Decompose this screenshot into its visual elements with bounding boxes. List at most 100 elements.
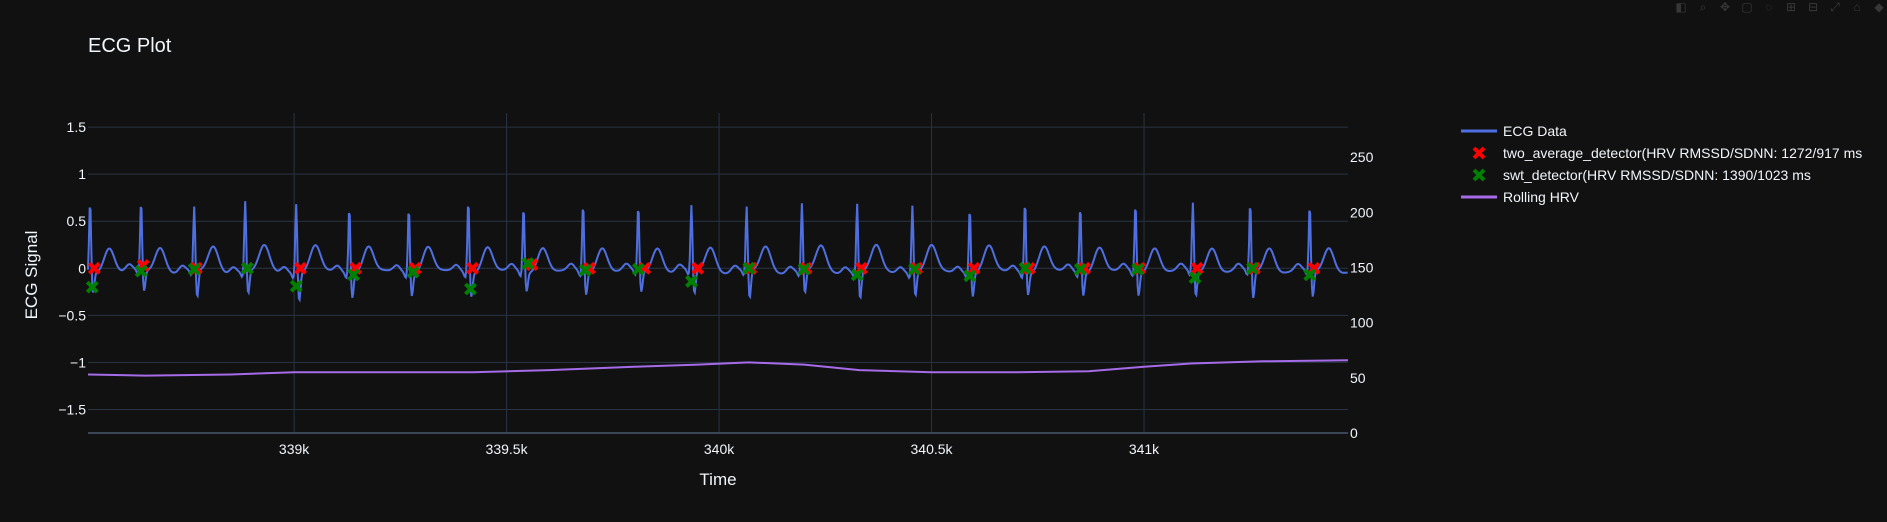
swt-marker	[685, 275, 698, 288]
legend-label: swt_detector(HRV RMSSD/SDNN: 1390/1023 m…	[1503, 167, 1811, 183]
y2-tick-label: 0	[1350, 425, 1358, 441]
legend-label: two_average_detector(HRV RMSSD/SDNN: 127…	[1503, 145, 1862, 161]
marker-cross-shape	[967, 261, 981, 275]
rolling-hrv-line	[87, 359, 1349, 377]
two-average-marker	[294, 261, 307, 275]
y-tick-label: −1.5	[58, 401, 86, 417]
marker-cross-shape	[464, 282, 477, 296]
swt-marker	[1303, 268, 1317, 282]
marker-cross-shape	[691, 261, 705, 275]
marker-cross-shape	[685, 275, 698, 288]
marker-cross-shape	[1188, 271, 1202, 285]
swt-marker	[1131, 262, 1145, 276]
marker-cross-shape	[134, 264, 148, 278]
marker-cross-shape	[1073, 262, 1087, 276]
y2-tick-label: 50	[1350, 370, 1366, 386]
grid	[88, 113, 1348, 434]
swt-marker	[908, 262, 921, 276]
x-tick-label: 340.5k	[911, 441, 954, 457]
y-tick-label: 1	[78, 166, 86, 182]
x-tick-label: 341k	[1129, 441, 1160, 457]
swt-marker	[464, 282, 477, 296]
x-tick-label: 339.5k	[486, 441, 529, 457]
swt-marker	[1018, 261, 1032, 275]
two-average-marker	[87, 261, 101, 275]
swt-marker	[963, 269, 977, 283]
marker-cross-shape	[1245, 261, 1259, 275]
y-axis-title: ECG Signal	[22, 231, 41, 320]
marker-cross-shape	[742, 261, 756, 275]
marker-cross-shape	[289, 279, 303, 293]
legend-marker-swatch	[1472, 168, 1486, 182]
legend-item: ECG Data	[1461, 123, 1567, 139]
marker-cross-shape	[87, 261, 101, 275]
swt-marker	[289, 279, 303, 293]
swt-marker	[240, 261, 254, 275]
y-axis-ticks: 1.5 1 0.5 0 −0.5 −1 −1.5	[58, 119, 86, 417]
two-average-marker	[691, 261, 705, 275]
y2-axis-ticks: 250 200 150 100 50 0	[1350, 149, 1374, 441]
zoom-icon[interactable]: ⌕	[1699, 0, 1707, 14]
legend-item: Rolling HRV	[1461, 189, 1580, 205]
swt-marker	[187, 262, 201, 276]
y2-tick-label: 150	[1350, 259, 1374, 275]
marker-cross-shape	[406, 265, 420, 279]
swt-marker	[850, 268, 864, 282]
legend-item: swt_detector(HRV RMSSD/SDNN: 1390/1023 m…	[1472, 167, 1811, 183]
ecg-data-line	[87, 201, 1348, 303]
marker-cross-shape	[850, 268, 864, 282]
swt-marker	[406, 265, 420, 279]
marker-cross-shape	[1303, 268, 1317, 282]
y-tick-label: 1.5	[67, 119, 87, 135]
y-tick-label: −0.5	[58, 307, 86, 323]
x-tick-label: 339k	[279, 441, 310, 457]
zoom-out-icon[interactable]: ⊟	[1807, 0, 1819, 14]
marker-cross-shape	[85, 280, 99, 294]
marker-cross-shape	[1018, 261, 1032, 275]
marker-cross-shape	[578, 263, 592, 277]
marker-cross-shape	[797, 262, 811, 276]
autoscale-icon[interactable]: ⤢	[1830, 0, 1840, 14]
lasso-icon[interactable]: ◌	[1765, 0, 1773, 14]
marker-cross-shape	[187, 262, 201, 276]
marker-cross-shape	[631, 262, 645, 276]
reset-icon[interactable]: ⌂	[1853, 0, 1861, 14]
marker-cross-shape	[521, 257, 535, 271]
modebar: ◧ ⌕ ✥ ▢ ◌ ⊞ ⊟ ⤢ ⌂ ◆	[1673, 0, 1887, 16]
marker-cross-shape	[347, 268, 361, 282]
legend-label: Rolling HRV	[1503, 189, 1580, 205]
legend-item: two_average_detector(HRV RMSSD/SDNN: 127…	[1472, 145, 1862, 161]
legend: ECG Data two_average_detector(HRV RMSSD/S…	[1461, 123, 1862, 205]
swt-marker	[797, 262, 811, 276]
swt-marker	[1188, 271, 1202, 285]
swt-marker	[742, 261, 756, 275]
y-tick-label: 0.5	[67, 213, 87, 229]
marker-cross-shape	[1131, 262, 1145, 276]
two-average-marker	[1190, 261, 1204, 275]
plot-area[interactable]	[85, 201, 1349, 377]
y-tick-label: −1	[70, 354, 86, 370]
x-axis-title: Time	[699, 470, 736, 489]
marker-cross-shape	[908, 262, 921, 276]
marker-cross-shape	[1472, 168, 1486, 182]
swt-marker	[85, 280, 99, 294]
swt-marker	[134, 264, 148, 278]
legend-marker-swatch	[1472, 146, 1486, 160]
x-tick-label: 340k	[704, 441, 735, 457]
marker-cross-shape	[1190, 261, 1204, 275]
marker-cross-shape	[466, 261, 480, 275]
box-select-icon[interactable]: ▢	[1741, 0, 1753, 14]
swt-marker	[1073, 262, 1087, 276]
zoom-in-icon[interactable]: ⊞	[1785, 0, 1797, 14]
marker-cross-shape	[1472, 146, 1486, 160]
legend-label: ECG Data	[1503, 123, 1567, 139]
plotly-logo-icon[interactable]: ◆	[1874, 0, 1884, 14]
y2-tick-label: 250	[1350, 149, 1374, 165]
pan-icon[interactable]: ✥	[1719, 0, 1731, 14]
marker-cross-shape	[963, 269, 977, 283]
y-tick-label: 0	[78, 260, 86, 276]
marker-cross-shape	[240, 261, 254, 275]
marker-cross-shape	[294, 261, 307, 275]
camera-icon[interactable]: ◧	[1675, 0, 1687, 14]
